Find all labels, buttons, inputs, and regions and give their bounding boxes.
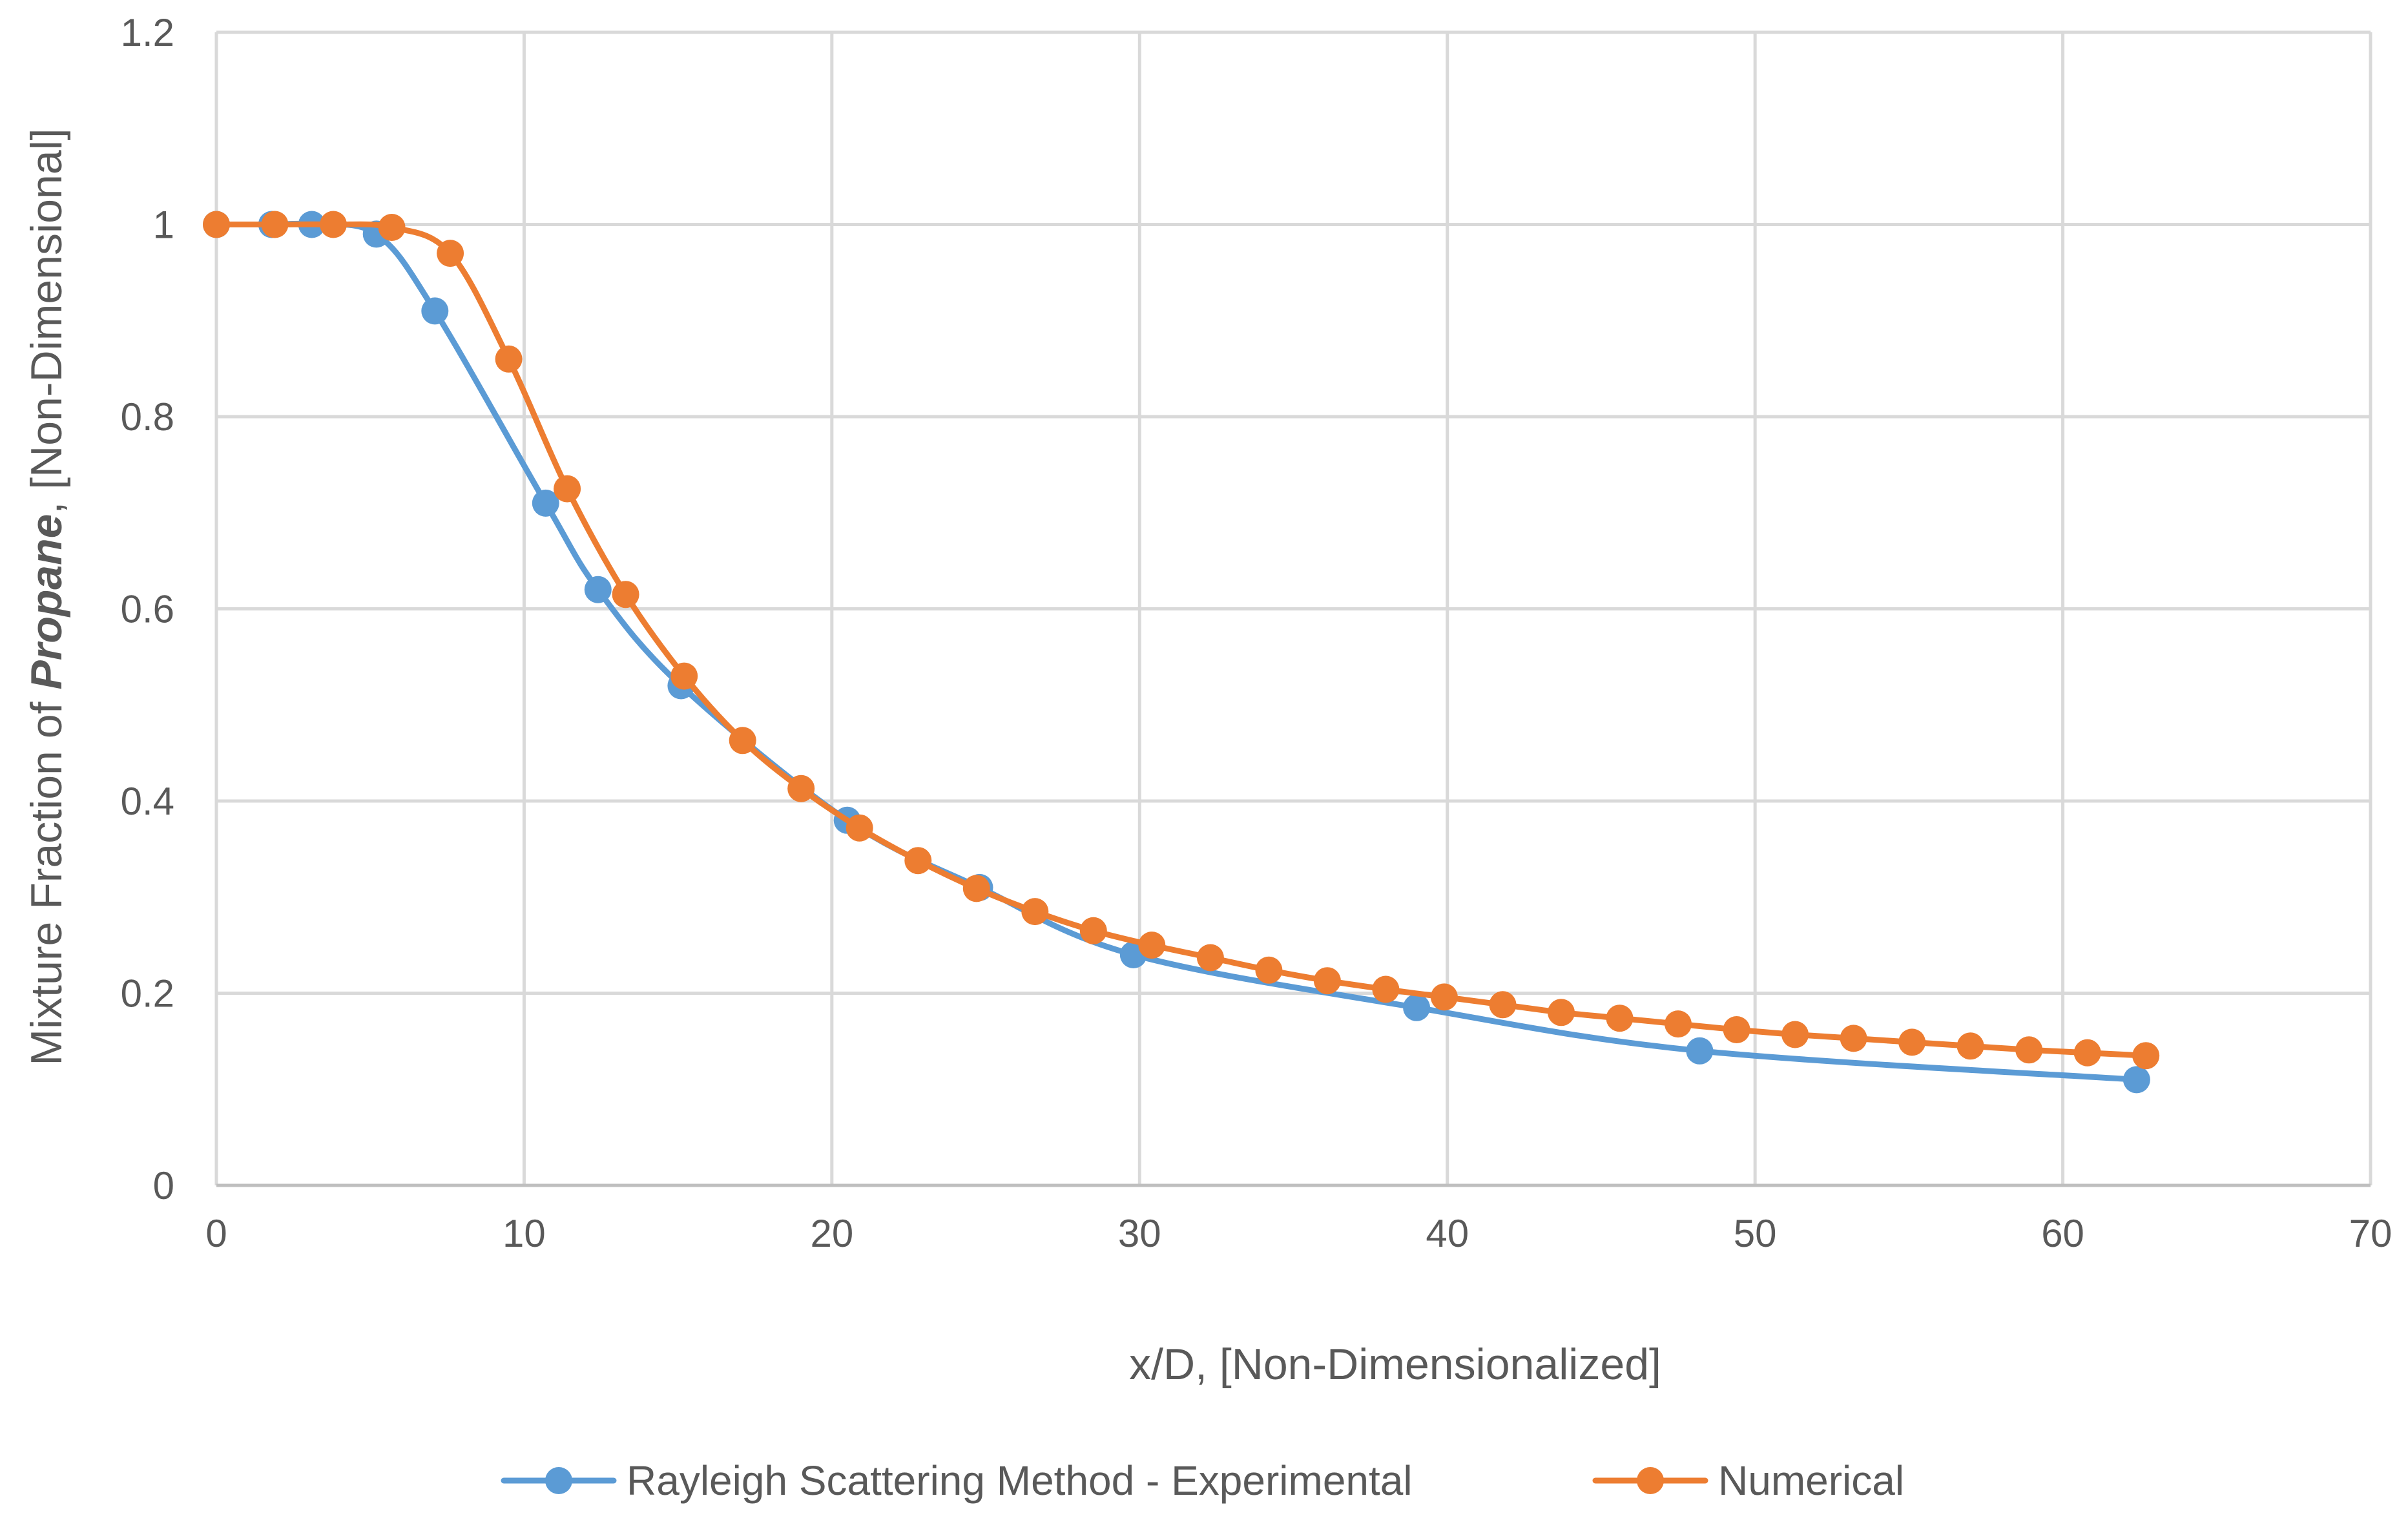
data-point-experimental	[532, 489, 559, 517]
x-tick-label: 0	[205, 1212, 227, 1255]
data-point-numerical	[1956, 1032, 1984, 1060]
legend: Rayleigh Scattering Method - Experimenta…	[501, 1457, 1904, 1504]
y-tick-label: 0.8	[121, 395, 174, 439]
x-tick-label: 10	[503, 1212, 546, 1255]
data-point-numerical	[1138, 932, 1166, 959]
data-point-numerical	[554, 475, 581, 503]
x-tick-label: 50	[1734, 1212, 1777, 1255]
grid-layer	[214, 30, 2372, 1187]
legend-item-experimental: Rayleigh Scattering Method - Experimenta…	[501, 1457, 1413, 1504]
data-point-numerical	[846, 814, 873, 842]
data-point-numerical	[203, 211, 230, 238]
data-point-experimental	[421, 297, 449, 325]
data-point-numerical	[1898, 1028, 1926, 1056]
series-experimental	[203, 211, 2150, 1094]
axis-layer: 0 10 20 30 40 50 60 70 0 0.2 0.4 0.6 0.8 1 1.2	[121, 11, 2392, 1255]
series-layer	[203, 211, 2160, 1094]
data-point-numerical	[320, 211, 347, 238]
data-point-numerical	[495, 345, 523, 373]
y-tick-label: 0	[153, 1164, 174, 1207]
data-point-numerical	[378, 214, 406, 241]
x-axis-title: x/D, [Non-Dimensionalized]	[1129, 1340, 1661, 1389]
data-point-numerical	[612, 581, 639, 609]
data-point-experimental	[584, 576, 612, 603]
data-point-numerical	[2073, 1039, 2101, 1067]
data-point-numerical	[1489, 991, 1517, 1019]
legend-marker-numerical	[1637, 1467, 1664, 1494]
data-point-numerical	[1781, 1021, 1809, 1048]
data-point-numerical	[1548, 999, 1575, 1026]
data-point-experimental	[1403, 994, 1431, 1021]
data-point-numerical	[787, 775, 815, 802]
legend-item-numerical: Numerical	[1592, 1457, 1904, 1504]
x-tick-label: 20	[810, 1212, 853, 1255]
label-layer: x/D, [Non-Dimensionalized] Mixture Fract…	[22, 128, 1661, 1389]
data-point-numerical	[1430, 983, 1458, 1011]
legend-marker-experimental	[545, 1467, 572, 1494]
x-tick-label: 70	[2349, 1212, 2392, 1255]
data-point-numerical	[261, 211, 289, 238]
legend-label-numerical: Numerical	[1718, 1457, 1904, 1504]
data-point-numerical	[729, 727, 756, 755]
data-point-numerical	[1723, 1016, 1750, 1043]
series-numerical	[203, 211, 2160, 1070]
y-tick-label: 1.2	[121, 11, 174, 54]
data-point-numerical	[2132, 1042, 2160, 1070]
data-point-numerical	[962, 875, 990, 902]
data-point-numerical	[1606, 1005, 1634, 1032]
y-axis-title-prefix: Mixture Fraction of	[22, 690, 71, 1066]
data-point-experimental	[2123, 1066, 2150, 1094]
data-point-numerical	[1255, 956, 1283, 984]
data-point-numerical	[670, 662, 698, 690]
data-point-numerical	[2015, 1036, 2043, 1064]
data-point-numerical	[1372, 975, 1400, 1003]
x-tick-label: 30	[1118, 1212, 1161, 1255]
y-tick-label: 0.2	[121, 972, 174, 1015]
data-point-experimental	[1686, 1037, 1714, 1065]
data-point-numerical	[1079, 917, 1107, 944]
data-point-numerical	[904, 847, 932, 875]
y-tick-label: 1	[153, 203, 174, 247]
data-point-numerical	[1313, 967, 1341, 995]
y-axis-title-emphasis: Propane	[22, 514, 71, 690]
data-point-numerical	[1196, 944, 1224, 972]
x-tick-label: 60	[2041, 1212, 2084, 1255]
data-point-numerical	[1021, 898, 1049, 926]
y-axis-title: Mixture Fraction of Propane, [Non-Dimens…	[22, 128, 71, 1065]
y-tick-label: 0.4	[121, 780, 174, 823]
data-point-numerical	[1840, 1025, 1867, 1052]
x-tick-label: 40	[1426, 1212, 1469, 1255]
y-tick-label: 0.6	[121, 588, 174, 631]
data-point-numerical	[1665, 1010, 1692, 1038]
y-axis-title-suffix: , [Non-Dimensional]	[22, 128, 71, 514]
legend-label-experimental: Rayleigh Scattering Method - Experimenta…	[627, 1457, 1413, 1504]
data-point-numerical	[437, 240, 464, 267]
